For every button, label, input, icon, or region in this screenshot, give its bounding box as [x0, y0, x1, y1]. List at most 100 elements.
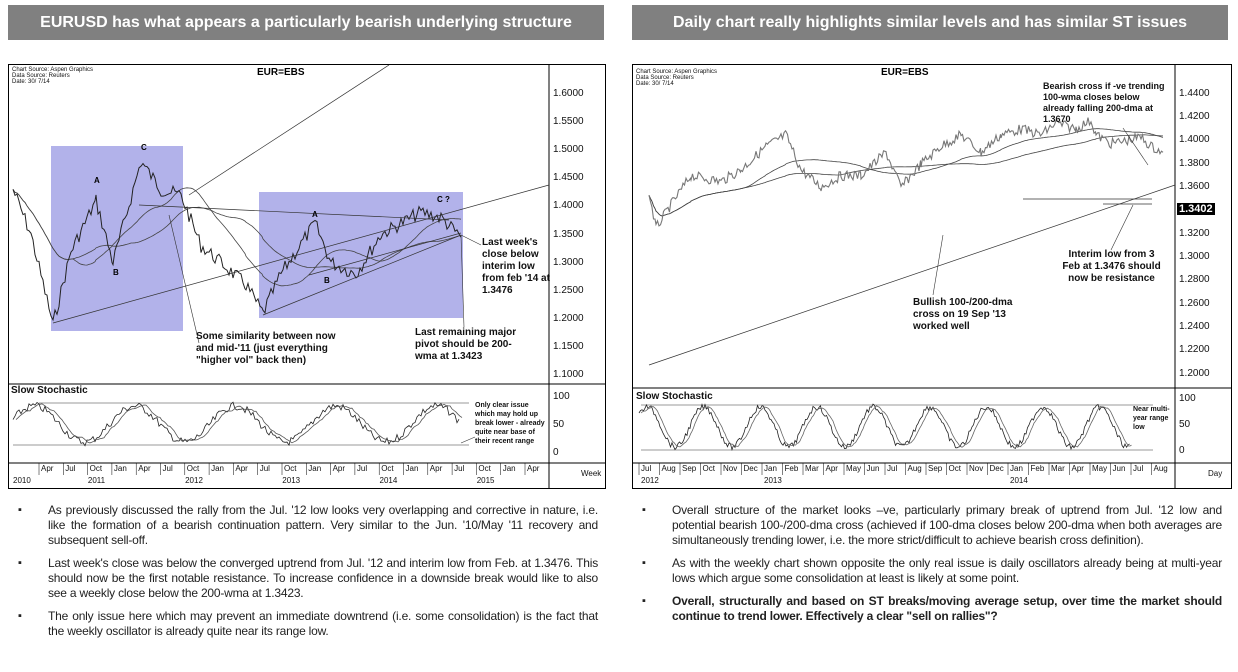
x-month-label: Oct: [381, 464, 394, 473]
x-month-label: Nov: [969, 464, 984, 473]
bullet-text: Overall structure of the market looks –v…: [642, 503, 1222, 548]
y-axis-label: 1.2600: [1179, 298, 1210, 309]
x-year-label: 2012: [185, 476, 203, 485]
weekly-chart-plot: A B C A B C ?: [9, 65, 605, 488]
source-line: Data Source: Reuters: [12, 73, 70, 79]
stochastic-d: [15, 403, 463, 444]
chart-source: Chart Source: Aspen Graphics Data Source:…: [12, 67, 93, 85]
y-axis-label: 1.3800: [1179, 158, 1210, 169]
y-axis-label: 1.4000: [553, 200, 584, 212]
x-month-label: Jul: [65, 464, 76, 473]
x-month-label: Jul: [162, 464, 173, 473]
x-year-label: 2010: [13, 476, 31, 485]
period-label: Week: [581, 469, 602, 478]
x-month-label: Nov: [723, 464, 738, 473]
y-axis-label: 1.2200: [1179, 344, 1210, 355]
annotation-bullish-cross: Bullish 100-/200-dma cross on 19 Sep '13…: [913, 297, 1013, 332]
200-dma: [648, 134, 1163, 217]
y-axis-label: 1.5500: [553, 116, 584, 128]
daily-chart: Chart Source: Aspen Graphics Data Source:…: [632, 64, 1232, 489]
annotation-pivot: Last remaining major pivot should be 200…: [415, 327, 517, 362]
source-line: Chart Source: Aspen Graphics: [636, 69, 718, 75]
annotation-interim-low: Interim low from 3 Feb at 1.3476 should …: [1062, 249, 1161, 284]
y-axis-label: 1.6000: [553, 88, 584, 99]
osc-axis-label: 0: [1179, 445, 1185, 456]
x-month-label: Jan: [502, 464, 516, 473]
x-month-label: Mar: [805, 464, 819, 473]
annotation-leader: [460, 436, 476, 444]
y-axis-label: 1.5000: [553, 144, 584, 156]
annotation-leader: [1110, 204, 1134, 251]
daily-chart-plot: [633, 65, 1231, 488]
annotation-leader: [1122, 127, 1149, 166]
x-month-label: Feb: [784, 464, 799, 473]
last-price-label: 1.3402: [1177, 203, 1215, 215]
x-month-label: May: [846, 464, 862, 473]
x-year-label: 2014: [1010, 476, 1028, 485]
x-month-label: Jan: [764, 464, 777, 473]
stochastic-k: [638, 403, 1130, 451]
x-month-label: Apr: [332, 464, 346, 473]
y-axis-label: 1.3600: [1179, 181, 1210, 192]
x-month-label: Dec: [743, 464, 758, 473]
wave-label: B: [113, 268, 119, 277]
x-month-label: Apr: [527, 464, 540, 473]
annotation-close: Last week's close below interim low from…: [482, 237, 550, 296]
x-month-label: Jul: [641, 464, 652, 473]
y-axis-label: 1.2500: [553, 284, 584, 296]
y-axis-label: 1.4400: [1179, 88, 1210, 99]
wave-label: A: [312, 210, 318, 219]
stochastic-d: [640, 405, 1132, 448]
y-axis-label: 1.1500: [553, 340, 584, 352]
oscillator-title: Slow Stochastic: [11, 385, 88, 396]
osc-axis-label: 100: [553, 391, 570, 402]
x-month-label: Jul: [887, 464, 898, 473]
y-axis-label: 1.2000: [553, 312, 584, 324]
x-month-label: Apr: [825, 464, 838, 473]
x-month-label: Jun: [866, 464, 880, 473]
y-axis-label: 1.3500: [553, 228, 584, 240]
x-month-label: Sep: [682, 464, 697, 473]
x-month-label: May: [1092, 464, 1108, 473]
x-month-label: Apr: [1071, 464, 1084, 473]
x-month-label: Jun: [1112, 464, 1126, 473]
uptrend-line: [648, 184, 1176, 366]
y-axis-label: 1.4500: [553, 172, 584, 184]
x-month-label: Jul: [1133, 464, 1144, 473]
x-year-label: 2013: [764, 476, 782, 485]
source-line: Data Source: Reuters: [636, 75, 694, 81]
x-month-label: Apr: [138, 464, 151, 473]
x-month-label: Oct: [702, 464, 715, 473]
x-month-label: Jan: [405, 464, 419, 473]
y-axis-label: 1.1000: [553, 369, 584, 380]
y-axis-label: 1.3000: [1179, 251, 1210, 262]
ticker: EUR=EBS: [257, 67, 305, 78]
y-axis-label: 1.4000: [1179, 134, 1210, 145]
x-month-label: Jan: [113, 464, 127, 473]
chart-source: Chart Source: Aspen Graphics Data Source:…: [636, 69, 717, 87]
annotation-leader: [460, 234, 465, 328]
x-year-label: 2014: [379, 476, 398, 485]
wave-label: A: [94, 176, 100, 185]
x-month-label: Jul: [356, 464, 368, 473]
right-bullets: Overall structure of the market looks –v…: [642, 503, 1222, 624]
osc-axis-label: 50: [1179, 419, 1191, 430]
oscillator-title: Slow Stochastic: [636, 391, 713, 402]
x-month-label: Feb: [1030, 464, 1045, 473]
y-axis-label: 1.2000: [1179, 368, 1210, 379]
x-month-label: Jul: [454, 464, 465, 473]
x-month-label: Apr: [429, 464, 443, 473]
x-month-label: Apr: [235, 464, 248, 473]
left-bullets: As previously discussed the rally from t…: [18, 503, 598, 639]
x-month-label: Oct: [948, 464, 961, 473]
x-month-label: Oct: [284, 464, 297, 473]
x-month-label: Aug: [1153, 464, 1168, 473]
price-series: [648, 117, 1164, 227]
annotation-leader: [460, 234, 482, 246]
trend-line: [262, 234, 462, 316]
moving-average: [12, 187, 462, 287]
moving-average: [12, 189, 462, 269]
x-month-label: Sep: [928, 464, 943, 473]
trend-line: [188, 65, 390, 196]
